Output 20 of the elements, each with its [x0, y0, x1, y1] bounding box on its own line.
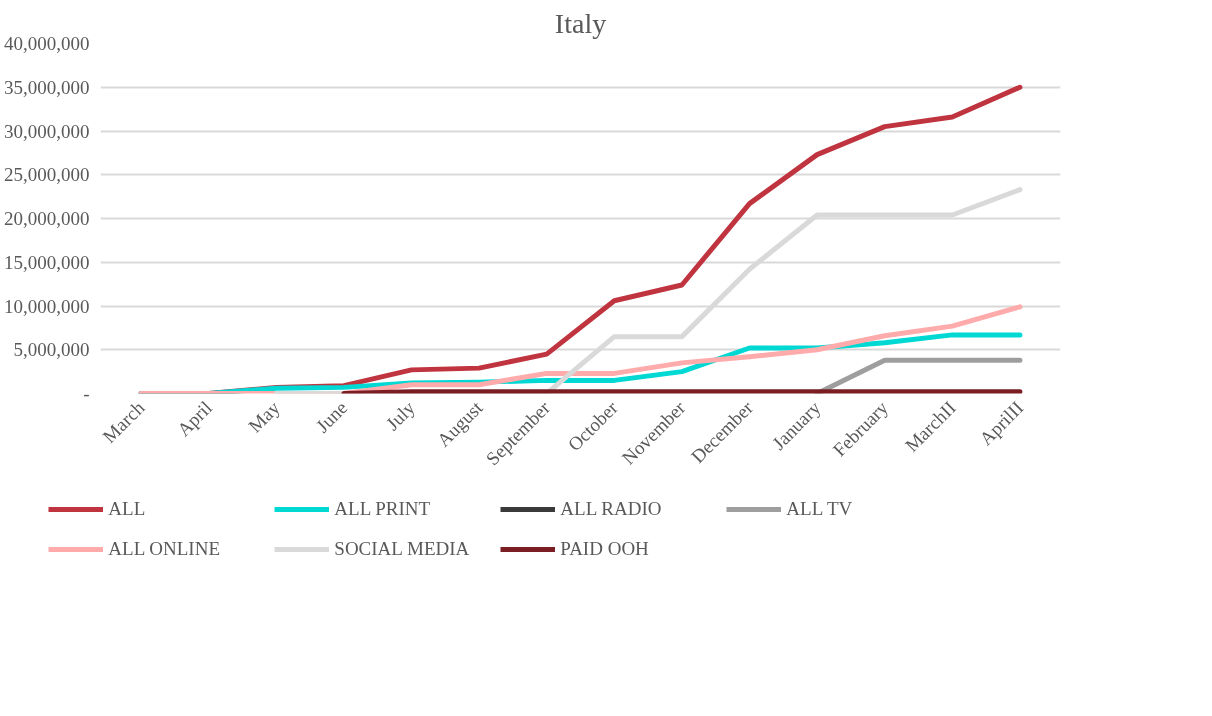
legend-label: SOCIAL MEDIA	[334, 538, 471, 560]
x-tick-label: May	[244, 396, 285, 437]
x-tick-label: July	[381, 396, 420, 435]
legend-label: ALL TV	[786, 498, 854, 520]
legend-label: ALL	[108, 498, 147, 520]
y-tick-label: 5,000,000	[13, 339, 90, 361]
y-tick-label: 30,000,000	[4, 120, 90, 142]
x-tick-label: June	[311, 397, 352, 437]
legend-label: PAID OOH	[560, 538, 650, 560]
y-tick-label: 40,000,000	[4, 33, 90, 54]
y-tick-label: 20,000,000	[4, 208, 90, 229]
y-tick-label: 15,000,000	[4, 251, 90, 273]
y-tick-label: 35,000,000	[4, 76, 90, 98]
legend-label: ALL ONLINE	[108, 538, 221, 560]
y-tick-label: 10,000,000	[4, 295, 90, 317]
y-tick-label: -	[83, 383, 90, 404]
chart-title: Italy	[554, 7, 607, 39]
y-tick-label: 25,000,000	[4, 164, 90, 186]
legend-label: ALL PRINT	[334, 498, 432, 520]
legend-label: ALL RADIO	[560, 498, 663, 520]
